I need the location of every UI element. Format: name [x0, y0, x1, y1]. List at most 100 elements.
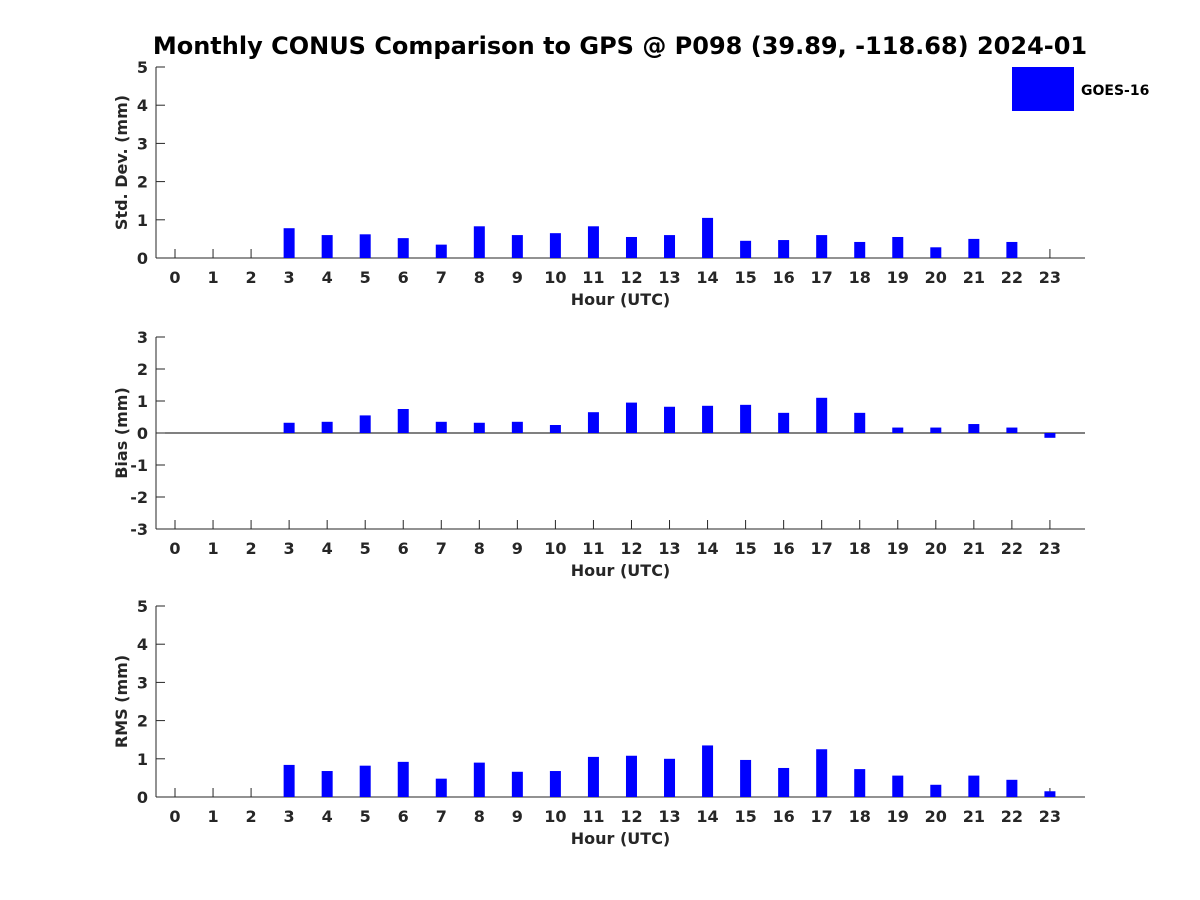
stddev-bar-hour-22	[1006, 241, 1018, 258]
rms-bar-hour-6	[397, 761, 409, 797]
bias-bar-hour-12	[625, 402, 637, 433]
rms-x-tick-label: 14	[696, 807, 718, 826]
stddev-x-tick-label: 12	[620, 268, 642, 287]
bias-x-tick-label: 22	[1001, 539, 1023, 558]
rms-bar-hour-22	[1006, 779, 1018, 797]
stddev-y-tick-label: 2	[137, 173, 148, 192]
stddev-x-tick-label: 2	[246, 268, 257, 287]
rms-x-tick-label: 0	[169, 807, 180, 826]
rms-bar-hour-17	[816, 749, 828, 797]
bias-bar-hour-14	[702, 405, 714, 433]
stddev-bar-hour-6	[397, 238, 409, 258]
stddev-y-tick-label: 1	[137, 211, 148, 230]
rms-x-tick-label: 12	[620, 807, 642, 826]
stddev-bar-hour-15	[740, 240, 752, 258]
stddev-x-tick-label: 5	[360, 268, 371, 287]
stddev-x-tick-label: 14	[696, 268, 718, 287]
stddev-x-axis-label: Hour (UTC)	[571, 290, 671, 309]
legend-label-goes16: GOES-16	[1081, 83, 1149, 99]
legend: GOES-16	[1012, 67, 1149, 111]
rms-x-tick-label: 8	[474, 807, 485, 826]
rms-x-tick-label: 20	[925, 807, 947, 826]
bias-x-tick-label: 21	[963, 539, 985, 558]
stddev-y-tick-label: 4	[137, 96, 148, 115]
stddev-bar-hour-21	[968, 238, 980, 258]
bias-bar-hour-9	[511, 421, 523, 433]
stddev-bar-hour-20	[930, 247, 942, 258]
rms-bar-hour-20	[930, 784, 942, 797]
rms-x-tick-label: 21	[963, 807, 985, 826]
bias-x-tick-label: 19	[887, 539, 909, 558]
rms-bar-hour-3	[283, 764, 295, 797]
stddev-bar-hour-18	[854, 241, 866, 258]
rms-bar-hour-11	[587, 756, 599, 797]
bias-y-tick-label: -2	[130, 488, 148, 507]
bias-y-tick-label: 1	[137, 392, 148, 411]
rms-bar-hour-21	[968, 775, 980, 797]
chart-title: Monthly CONUS Comparison to GPS @ P098 (…	[153, 32, 1087, 60]
rms-y-tick-label: 2	[137, 712, 148, 731]
bias-bar-hour-13	[664, 406, 676, 433]
rms-x-tick-label: 15	[734, 807, 756, 826]
stddev-x-tick-label: 0	[169, 268, 180, 287]
bias-y-tick-label: -3	[130, 520, 148, 539]
bias-y-tick-label: 3	[137, 328, 148, 347]
bias-bar-hour-11	[587, 412, 599, 433]
stddev-bar-hour-10	[549, 233, 561, 258]
stddev-x-tick-label: 6	[398, 268, 409, 287]
stddev-bar-hour-9	[511, 235, 523, 258]
bias-y-tick-label: 0	[137, 424, 148, 443]
rms-x-tick-label: 19	[887, 807, 909, 826]
stddev-bar-hour-12	[625, 236, 637, 258]
stddev-bar-hour-4	[321, 235, 333, 258]
bias-x-tick-label: 10	[544, 539, 566, 558]
stddev-y-axis-label: Std. Dev. (mm)	[112, 95, 131, 230]
rms-bar-hour-14	[702, 745, 714, 797]
stddev-x-tick-label: 20	[925, 268, 947, 287]
rms-x-tick-label: 17	[811, 807, 833, 826]
rms-x-tick-label: 9	[512, 807, 523, 826]
stddev-bar-hour-5	[359, 234, 371, 258]
rms-bar-hour-23	[1044, 791, 1056, 797]
bias-x-tick-label: 6	[398, 539, 409, 558]
bias-x-tick-label: 4	[322, 539, 333, 558]
stddev-bar-hour-8	[473, 226, 485, 258]
rms-x-tick-label: 23	[1039, 807, 1061, 826]
rms-y-tick-label: 1	[137, 750, 148, 769]
bias-bar-hour-4	[321, 421, 333, 433]
stddev-x-tick-label: 15	[734, 268, 756, 287]
stddev-x-tick-label: 19	[887, 268, 909, 287]
bias-x-tick-label: 7	[436, 539, 447, 558]
stddev-x-tick-label: 16	[773, 268, 795, 287]
bias-bar-hour-6	[397, 409, 409, 433]
stddev-y-tick-label: 0	[137, 249, 148, 268]
rms-bar-hour-10	[549, 771, 561, 797]
bias-x-tick-label: 0	[169, 539, 180, 558]
bias-bar-hour-8	[473, 422, 485, 433]
stddev-x-tick-label: 21	[963, 268, 985, 287]
rms-x-tick-label: 16	[773, 807, 795, 826]
rms-x-tick-label: 2	[246, 807, 257, 826]
stddev-x-tick-label: 18	[849, 268, 871, 287]
rms-x-axis-label: Hour (UTC)	[571, 829, 671, 848]
rms-bar-hour-13	[664, 758, 676, 797]
bias-x-tick-label: 5	[360, 539, 371, 558]
stddev-x-tick-label: 1	[207, 268, 218, 287]
bias-bar-hour-3	[283, 422, 295, 433]
rms-bar-hour-19	[892, 775, 904, 797]
bias-bar-hour-10	[549, 425, 561, 433]
rms-x-tick-label: 13	[658, 807, 680, 826]
bias-bar-hour-16	[778, 412, 790, 433]
rms-bar-hour-4	[321, 771, 333, 797]
rms-y-tick-label: 0	[137, 788, 148, 807]
rms-y-axis-label: RMS (mm)	[112, 655, 131, 748]
stddev-bar-hour-19	[892, 236, 904, 258]
bias-x-tick-label: 8	[474, 539, 485, 558]
stddev-x-tick-label: 9	[512, 268, 523, 287]
rms-x-tick-label: 22	[1001, 807, 1023, 826]
stddev-x-tick-label: 10	[544, 268, 566, 287]
stddev-bar-hour-16	[778, 240, 790, 258]
